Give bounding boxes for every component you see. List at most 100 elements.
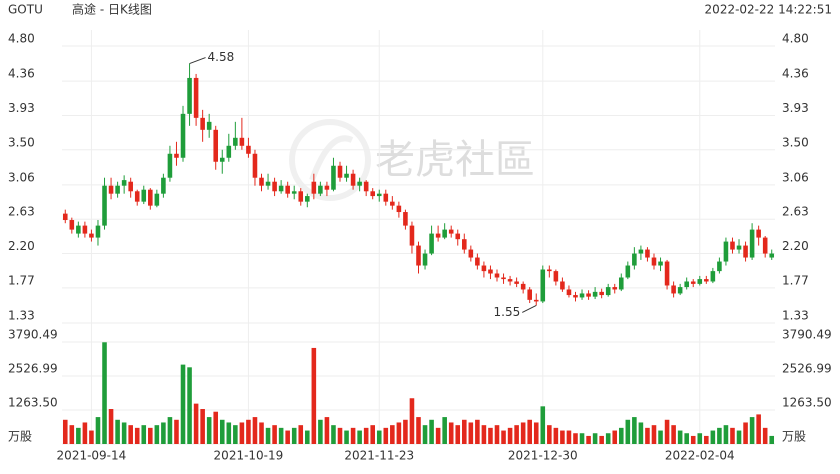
volume-bar: [769, 435, 775, 444]
volume-bar: [762, 427, 768, 444]
candle-body: [69, 220, 75, 230]
candle-body: [259, 177, 264, 186]
candle-body: [448, 229, 454, 234]
candle-body: [488, 269, 493, 274]
volume-bar: [206, 417, 212, 444]
volume-bar: [344, 430, 349, 444]
y-tick-label-right: 1263.50: [782, 395, 832, 409]
candle-body: [370, 191, 376, 197]
volume-bar: [520, 422, 526, 444]
candle-body: [690, 281, 696, 284]
volume-bar: [540, 406, 546, 444]
candle-body: [246, 145, 251, 154]
annotation-leader: [522, 304, 537, 313]
volume-bar: [148, 427, 153, 444]
candle-body: [658, 261, 663, 266]
candle-body: [416, 245, 421, 266]
candle-body: [547, 269, 552, 272]
volume-bar: [579, 433, 585, 444]
volume-bar: [363, 427, 369, 444]
volume-bar: [448, 422, 454, 444]
volume-bar: [422, 425, 428, 444]
volume-bar: [723, 425, 729, 444]
volume-bar: [239, 422, 245, 444]
candle-body: [520, 283, 526, 290]
y-tick-label: 3.93: [8, 101, 35, 115]
volume-bar: [494, 425, 500, 444]
volume-bar: [200, 409, 205, 444]
candle-body: [684, 281, 689, 288]
candle-body: [527, 289, 532, 300]
volume-bar: [612, 430, 618, 444]
volume-bar: [357, 430, 362, 444]
candle-body: [592, 291, 598, 297]
volume-bar: [533, 422, 539, 444]
volume-bar: [671, 425, 676, 444]
y-tick-label-right: 4.36: [782, 67, 809, 81]
volume-bar: [390, 425, 395, 444]
candle-body: [736, 245, 742, 250]
candle-body: [442, 229, 447, 238]
x-tick-label: 2021-12-30: [508, 449, 578, 463]
volume-bar: [651, 425, 657, 444]
volume-bar: [167, 417, 173, 444]
volume-bar: [180, 364, 186, 444]
candle-body: [233, 137, 238, 146]
candle-body: [272, 181, 277, 192]
candle-body: [756, 229, 761, 238]
y-tick-label: 2.20: [8, 239, 35, 253]
volume-bar: [226, 422, 232, 444]
candle-body: [95, 225, 101, 238]
candle-body: [141, 189, 147, 202]
x-tick-label: 2022-02-04: [665, 449, 735, 463]
candle-body: [422, 253, 428, 266]
volume-bar: [115, 419, 120, 444]
y-tick-label: 1.77: [8, 273, 35, 287]
y-tick-label-right: 4.80: [782, 32, 809, 46]
y-tick-label-right: 3.93: [782, 101, 809, 115]
candle-body: [475, 257, 480, 266]
volume-bar: [429, 419, 434, 444]
candle-body: [769, 253, 775, 258]
candle-body: [226, 145, 232, 158]
y-tick-label-right: 2.20: [782, 239, 809, 253]
volume-bar: [710, 430, 716, 444]
candle-body: [291, 191, 297, 194]
annotation: 1.55: [494, 305, 521, 319]
candle-body: [743, 245, 748, 258]
candle-body: [383, 193, 389, 202]
volume-bar: [305, 430, 310, 444]
candle-body: [612, 287, 618, 290]
volume-bar: [409, 398, 415, 444]
volume-bar: [252, 417, 258, 444]
volume-bar: [291, 427, 297, 444]
candle-body: [167, 153, 173, 178]
volume-bar: [213, 411, 219, 444]
volume-bar: [128, 425, 133, 444]
volume-bar: [592, 433, 598, 444]
timestamp: 2022-02-22 14:22:51: [705, 3, 832, 17]
volume-bar: [527, 419, 532, 444]
annotation-leader: [189, 57, 206, 65]
candle-body: [115, 185, 120, 194]
volume-bar: [658, 430, 663, 444]
volume-bar: [141, 425, 147, 444]
x-tick-label: 2021-09-14: [57, 449, 127, 463]
candle-body: [200, 117, 205, 130]
candle-body: [749, 229, 755, 258]
candle-body: [573, 295, 578, 298]
volume-bar: [638, 422, 644, 444]
volume-bar: [278, 427, 284, 444]
volume-bar: [461, 419, 467, 444]
y-tick-label-right: 2526.99: [782, 362, 832, 376]
volume-bar: [272, 425, 277, 444]
candle-body: [625, 265, 631, 278]
volume-bar: [89, 430, 94, 444]
volume-bar: [403, 419, 408, 444]
candle-body: [481, 265, 487, 272]
candle-body: [89, 233, 94, 238]
volume-bar: [625, 419, 631, 444]
volume-bar: [370, 425, 376, 444]
volume-bar: [383, 427, 389, 444]
